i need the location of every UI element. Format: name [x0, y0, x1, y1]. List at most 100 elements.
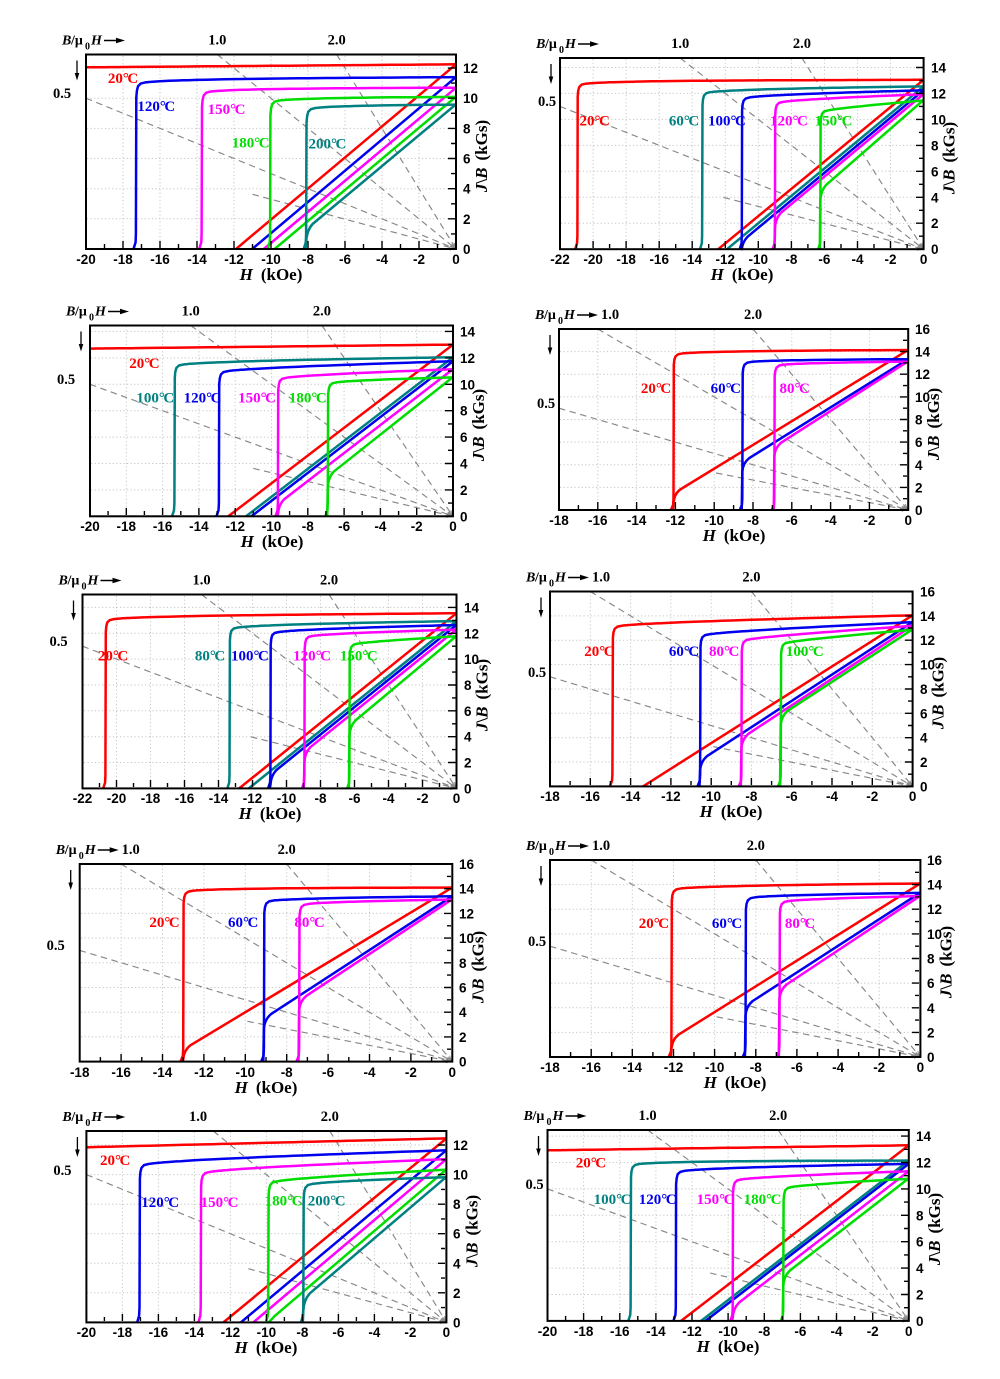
- svg-text:-2: -2: [405, 1065, 417, 1080]
- svg-text:14: 14: [927, 878, 943, 893]
- svg-text:-10: -10: [701, 789, 721, 804]
- svg-text:-4: -4: [832, 1060, 844, 1075]
- svg-text:0: 0: [549, 847, 554, 858]
- svg-text:150°C: 150°C: [697, 1192, 735, 1208]
- svg-text:180°C: 180°C: [265, 1193, 303, 1209]
- svg-text:14: 14: [931, 61, 947, 76]
- svg-text:-6: -6: [786, 789, 798, 804]
- svg-text:1.0: 1.0: [208, 33, 226, 49]
- svg-text:-12: -12: [243, 791, 263, 806]
- svg-text:J\B(kGs): J\B(kGs): [936, 926, 955, 999]
- svg-text:-14: -14: [189, 519, 209, 534]
- svg-text:-10: -10: [262, 519, 282, 534]
- svg-text:B: B: [534, 308, 544, 323]
- svg-text:2: 2: [915, 480, 923, 495]
- svg-text:-18: -18: [113, 1325, 133, 1340]
- svg-text:-18: -18: [70, 1065, 90, 1080]
- svg-text:0.5: 0.5: [53, 1163, 71, 1179]
- svg-text:120°C: 120°C: [137, 99, 175, 115]
- svg-text:14: 14: [915, 345, 931, 360]
- svg-text:0.5: 0.5: [47, 938, 65, 954]
- svg-text:-14: -14: [187, 252, 207, 267]
- svg-text:20°C: 20°C: [100, 1153, 130, 1169]
- svg-text:H(kOe): H (kOe): [696, 1337, 760, 1356]
- svg-text:2: 2: [463, 212, 471, 227]
- svg-text:4: 4: [931, 190, 939, 205]
- svg-text:-10: -10: [705, 1060, 725, 1075]
- svg-text:180°C: 180°C: [289, 391, 327, 407]
- svg-text:0: 0: [463, 242, 471, 257]
- svg-text:0: 0: [89, 313, 94, 324]
- svg-text:10: 10: [927, 927, 942, 942]
- svg-text:150°C: 150°C: [238, 391, 276, 407]
- svg-text:100°C: 100°C: [786, 644, 824, 660]
- svg-text:/μ: /μ: [543, 308, 556, 323]
- svg-text:4: 4: [453, 1256, 461, 1271]
- svg-text:-18: -18: [616, 252, 636, 267]
- svg-text:12: 12: [920, 633, 935, 648]
- svg-text:20°C: 20°C: [149, 915, 179, 931]
- svg-text:-4: -4: [825, 513, 837, 528]
- svg-text:-20: -20: [76, 252, 96, 267]
- svg-text:-14: -14: [646, 1324, 666, 1339]
- svg-text:-16: -16: [153, 519, 173, 534]
- svg-text:-6: -6: [786, 513, 798, 528]
- svg-text:2: 2: [460, 483, 468, 498]
- svg-text:1.0: 1.0: [601, 307, 619, 323]
- svg-text:20°C: 20°C: [98, 648, 128, 664]
- svg-text:-16: -16: [581, 1060, 601, 1075]
- svg-text:J\B(kGs): J\B(kGs): [469, 389, 488, 462]
- svg-text:-16: -16: [149, 1325, 169, 1340]
- svg-text:-12: -12: [224, 252, 244, 267]
- svg-text:1.0: 1.0: [671, 36, 689, 52]
- svg-text:J\B(kGs): J\B(kGs): [472, 120, 491, 193]
- svg-text:10: 10: [460, 377, 475, 392]
- svg-text:-4: -4: [368, 1325, 380, 1340]
- svg-text:H(kOe): H (kOe): [239, 265, 303, 284]
- svg-text:60°C: 60°C: [669, 114, 699, 130]
- svg-text:-16: -16: [588, 513, 608, 528]
- svg-text:180°C: 180°C: [744, 1192, 782, 1208]
- svg-text:12: 12: [915, 367, 930, 382]
- svg-text:8: 8: [453, 1197, 461, 1212]
- svg-text:1.0: 1.0: [592, 570, 610, 586]
- svg-text:120°C: 120°C: [770, 114, 808, 130]
- svg-text:-4: -4: [851, 252, 863, 267]
- svg-text:-14: -14: [623, 1060, 643, 1075]
- svg-text:12: 12: [927, 902, 942, 917]
- svg-text:-18: -18: [113, 252, 133, 267]
- svg-text:0: 0: [915, 503, 923, 518]
- svg-text:2: 2: [459, 1030, 467, 1045]
- svg-text:80°C: 80°C: [780, 381, 810, 397]
- svg-text:-16: -16: [150, 252, 170, 267]
- svg-text:-12: -12: [664, 1060, 684, 1075]
- svg-text:-2: -2: [884, 252, 896, 267]
- svg-text:-4: -4: [382, 791, 394, 806]
- svg-text:16: 16: [927, 853, 943, 868]
- svg-text:-6: -6: [794, 1324, 806, 1339]
- svg-text:6: 6: [460, 430, 468, 445]
- svg-text:2: 2: [464, 756, 472, 771]
- svg-text:0: 0: [85, 42, 90, 53]
- svg-text:1.0: 1.0: [122, 842, 140, 858]
- svg-text:-12: -12: [661, 789, 681, 804]
- svg-text:/μ: /μ: [74, 305, 87, 320]
- svg-text:H(kOe): H (kOe): [234, 1078, 298, 1097]
- svg-text:0: 0: [904, 513, 912, 528]
- svg-text:0: 0: [459, 1055, 467, 1070]
- svg-text:8: 8: [463, 121, 471, 136]
- svg-text:4: 4: [920, 731, 928, 746]
- svg-text:B: B: [58, 574, 68, 589]
- svg-text:60°C: 60°C: [228, 915, 258, 931]
- svg-text:0: 0: [931, 242, 939, 257]
- svg-text:-10: -10: [704, 513, 724, 528]
- svg-text:-6: -6: [338, 519, 350, 534]
- svg-text:-18: -18: [574, 1324, 594, 1339]
- svg-text:60°C: 60°C: [711, 381, 741, 397]
- svg-text:2.0: 2.0: [747, 838, 765, 854]
- svg-text:10: 10: [463, 91, 478, 106]
- svg-text:-12: -12: [716, 252, 736, 267]
- svg-text:-16: -16: [581, 789, 601, 804]
- svg-text:-10: -10: [261, 252, 281, 267]
- svg-text:8: 8: [916, 1208, 924, 1223]
